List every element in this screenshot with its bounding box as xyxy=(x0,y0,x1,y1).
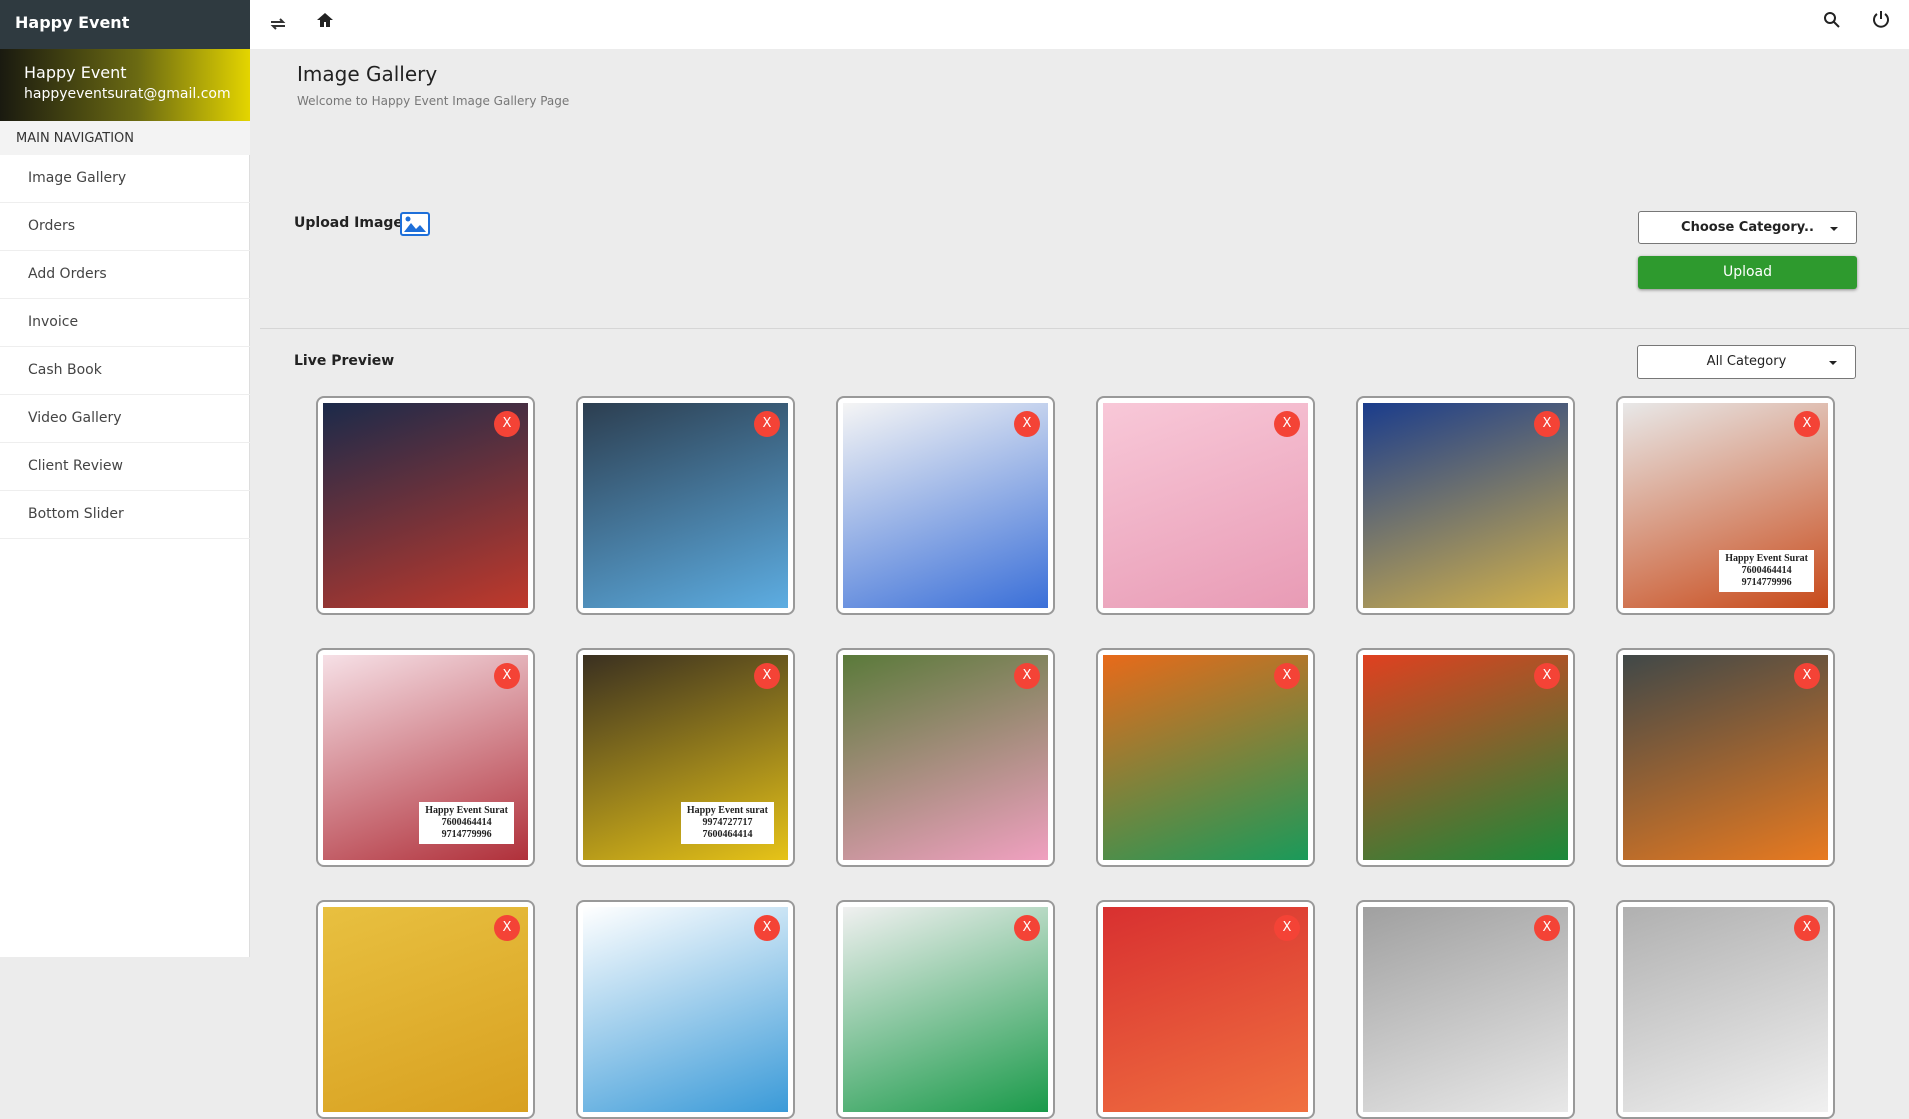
delete-button[interactable]: X xyxy=(1534,411,1560,437)
image-thumbnail[interactable]: X xyxy=(583,403,788,608)
power-icon[interactable] xyxy=(1870,9,1892,31)
delete-button[interactable]: X xyxy=(494,915,520,941)
nav-item[interactable]: Bottom Slider xyxy=(0,491,250,539)
image-card[interactable]: X xyxy=(316,396,535,615)
nav-item[interactable]: Image Gallery xyxy=(0,155,250,203)
caption-line: 7600464414 xyxy=(441,817,492,828)
delete-button[interactable]: X xyxy=(494,663,520,689)
delete-button[interactable]: X xyxy=(1794,411,1820,437)
filter-dropdown[interactable]: All Category xyxy=(1637,345,1856,379)
caption-line: 9974727717 xyxy=(702,817,753,828)
page-title: Image Gallery xyxy=(297,62,438,86)
image-card[interactable]: X xyxy=(1356,648,1575,867)
image-thumbnail[interactable]: X xyxy=(1623,907,1828,1112)
image-thumbnail[interactable]: X xyxy=(1363,403,1568,608)
image-card[interactable]: X xyxy=(1356,900,1575,1119)
image-caption: Happy Event Surat 7600464414 9714779996 xyxy=(1719,550,1814,592)
caption-line: Happy Event surat xyxy=(686,805,768,816)
image-card[interactable]: X xyxy=(1096,396,1315,615)
caption-line: 9714779996 xyxy=(441,829,492,840)
nav-item[interactable]: Invoice xyxy=(0,299,250,347)
image-card[interactable]: X xyxy=(316,900,535,1119)
image-card[interactable]: X xyxy=(576,900,795,1119)
profile-email: happyeventsurat@gmail.com xyxy=(24,86,231,102)
image-thumbnail[interactable]: Happy Event surat 9974727717 7600464414 X xyxy=(583,655,788,860)
brand[interactable]: Happy Event xyxy=(0,0,250,49)
nav-item[interactable]: Cash Book xyxy=(0,347,250,395)
home-icon[interactable] xyxy=(315,10,335,30)
nav-item[interactable]: Client Review xyxy=(0,443,250,491)
delete-button[interactable]: X xyxy=(1794,663,1820,689)
image-thumbnail[interactable]: Happy Event Surat 7600464414 9714779996 X xyxy=(1623,403,1828,608)
profile-name: Happy Event xyxy=(24,63,127,82)
sidebar: Happy Event Happy Event happyeventsurat@… xyxy=(0,0,250,957)
image-card[interactable]: X xyxy=(1096,648,1315,867)
image-thumbnail[interactable]: X xyxy=(843,907,1048,1112)
delete-button[interactable]: X xyxy=(1014,663,1040,689)
image-thumbnail[interactable]: X xyxy=(1623,655,1828,860)
image-caption: Happy Event surat 9974727717 7600464414 xyxy=(680,802,774,844)
image-card[interactable]: X xyxy=(1096,900,1315,1119)
image-card[interactable]: Happy Event surat 9974727717 7600464414 X xyxy=(576,648,795,867)
image-thumbnail[interactable]: X xyxy=(1363,655,1568,860)
upload-icon[interactable] xyxy=(400,212,430,236)
delete-button[interactable]: X xyxy=(1534,915,1560,941)
image-thumbnail[interactable]: X xyxy=(1363,907,1568,1112)
upload-label: Upload Image : xyxy=(294,215,414,231)
search-icon[interactable] xyxy=(1822,10,1842,30)
image-card[interactable]: X xyxy=(1616,900,1835,1119)
image-card[interactable]: X xyxy=(836,396,1055,615)
image-card[interactable]: X xyxy=(836,648,1055,867)
image-card[interactable]: X xyxy=(576,396,795,615)
page-subtitle: Welcome to Happy Event Image Gallery Pag… xyxy=(297,94,570,108)
upload-button[interactable]: Upload xyxy=(1638,256,1857,289)
image-thumbnail[interactable]: X xyxy=(843,403,1048,608)
image-thumbnail[interactable]: X xyxy=(323,403,528,608)
delete-button[interactable]: X xyxy=(1534,663,1560,689)
image-thumbnail[interactable]: X xyxy=(1103,655,1308,860)
toggle-icon[interactable] xyxy=(268,14,288,34)
delete-button[interactable]: X xyxy=(1014,915,1040,941)
image-card[interactable]: X xyxy=(1356,396,1575,615)
image-thumbnail[interactable]: Happy Event Surat 7600464414 9714779996 X xyxy=(323,655,528,860)
image-card[interactable]: Happy Event Surat 7600464414 9714779996 X xyxy=(1616,396,1835,615)
preview-title: Live Preview xyxy=(294,353,395,369)
delete-button[interactable]: X xyxy=(1274,663,1300,689)
nav-item[interactable]: Orders xyxy=(0,203,250,251)
nav-item[interactable]: Add Orders xyxy=(0,251,250,299)
delete-button[interactable]: X xyxy=(494,411,520,437)
delete-button[interactable]: X xyxy=(1274,915,1300,941)
caption-line: 7600464414 xyxy=(702,829,753,840)
delete-button[interactable]: X xyxy=(1014,411,1040,437)
nav-item[interactable]: Video Gallery xyxy=(0,395,250,443)
caption-line: Happy Event Surat xyxy=(1725,553,1808,564)
delete-button[interactable]: X xyxy=(754,915,780,941)
image-thumbnail[interactable]: X xyxy=(323,907,528,1112)
delete-button[interactable]: X xyxy=(754,411,780,437)
delete-button[interactable]: X xyxy=(754,663,780,689)
category-dropdown[interactable]: Choose Category.. xyxy=(1638,211,1857,244)
nav-heading: MAIN NAVIGATION xyxy=(0,121,250,155)
image-thumbnail[interactable]: X xyxy=(1103,403,1308,608)
image-thumbnail[interactable]: X xyxy=(583,907,788,1112)
image-card[interactable]: X xyxy=(836,900,1055,1119)
image-thumbnail[interactable]: X xyxy=(1103,907,1308,1112)
caption-line: Happy Event Surat xyxy=(425,805,508,816)
image-card[interactable]: X xyxy=(1616,648,1835,867)
caption-line: 7600464414 xyxy=(1741,565,1792,576)
profile: Happy Event happyeventsurat@gmail.com xyxy=(0,49,250,121)
delete-button[interactable]: X xyxy=(1274,411,1300,437)
caption-line: 9714779996 xyxy=(1741,577,1792,588)
image-caption: Happy Event Surat 7600464414 9714779996 xyxy=(419,802,514,844)
divider xyxy=(260,328,1909,329)
image-card[interactable]: Happy Event Surat 7600464414 9714779996 X xyxy=(316,648,535,867)
delete-button[interactable]: X xyxy=(1794,915,1820,941)
top-bar xyxy=(250,0,1909,49)
image-thumbnail[interactable]: X xyxy=(843,655,1048,860)
